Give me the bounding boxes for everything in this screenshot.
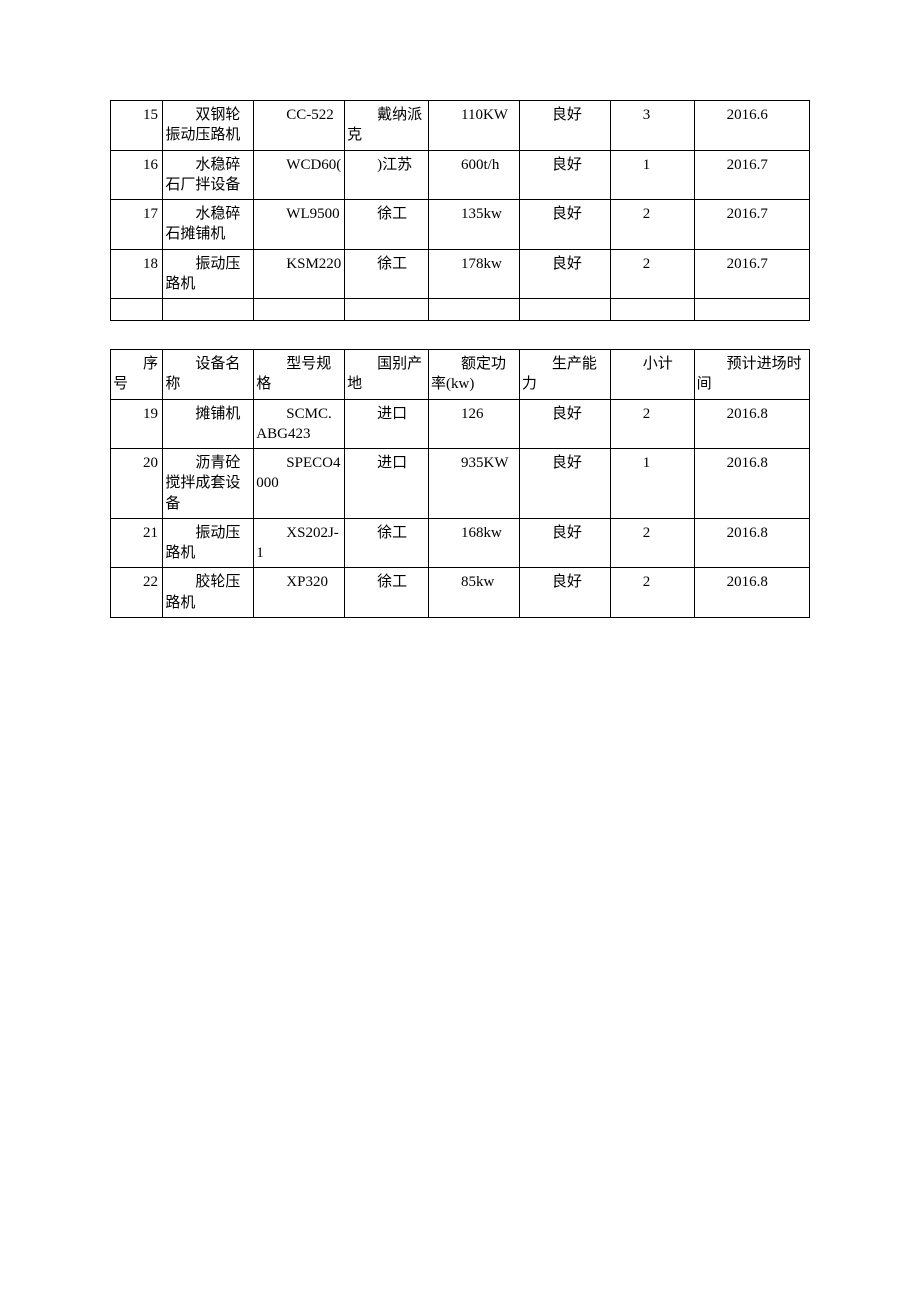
cell-count: 2 <box>610 249 694 299</box>
cell-seq: 16 <box>111 150 163 200</box>
equipment-table-2: 序号 设备名称 型号规格 国别产地 额定功率(kw) 生产能力 小计 预计进场时… <box>110 349 810 618</box>
cell-name: 摊铺机 <box>163 399 254 449</box>
hdr-count: 小计 <box>610 350 694 400</box>
cell-count: 2 <box>610 518 694 568</box>
cell-model: WCD60( <box>254 150 345 200</box>
cell-seq: 19 <box>111 399 163 449</box>
cell-power: 126 <box>429 399 520 449</box>
hdr-cap: 生产能力 <box>519 350 610 400</box>
cell-cap: 良好 <box>519 518 610 568</box>
cell-name: 水稳碎石厂拌设备 <box>163 150 254 200</box>
cell-date: 2016.8 <box>694 518 809 568</box>
cell-cap: 良好 <box>519 200 610 250</box>
cell-origin: 进口 <box>345 449 429 519</box>
cell-power: 600t/h <box>429 150 520 200</box>
cell-name: 胶轮压路机 <box>163 568 254 618</box>
table-row: 15 双钢轮振动压路机 CC-522 戴纳派克 110KW 良好 3 2016.… <box>111 101 810 151</box>
table1-body: 15 双钢轮振动压路机 CC-522 戴纳派克 110KW 良好 3 2016.… <box>111 101 810 321</box>
cell-seq: 21 <box>111 518 163 568</box>
cell-power: 135kw <box>429 200 520 250</box>
cell-count: 1 <box>610 150 694 200</box>
cell-date: 2016.7 <box>694 249 809 299</box>
table-row: 20 沥青砼搅拌成套设备 SPECO4000 进口 935KW 良好 1 201… <box>111 449 810 519</box>
cell-origin: 徐工 <box>345 568 429 618</box>
cell-name: 沥青砼搅拌成套设备 <box>163 449 254 519</box>
table2-body: 序号 设备名称 型号规格 国别产地 额定功率(kw) 生产能力 小计 预计进场时… <box>111 350 810 618</box>
cell-count: 2 <box>610 200 694 250</box>
cell-origin: )江苏 <box>345 150 429 200</box>
hdr-seq: 序号 <box>111 350 163 400</box>
cell-power: 168kw <box>429 518 520 568</box>
cell-name: 振动压路机 <box>163 249 254 299</box>
cell-count: 3 <box>610 101 694 151</box>
cell-seq: 18 <box>111 249 163 299</box>
equipment-table-1: 15 双钢轮振动压路机 CC-522 戴纳派克 110KW 良好 3 2016.… <box>110 100 810 321</box>
cell-date: 2016.7 <box>694 150 809 200</box>
cell-model: SCMC.ABG423 <box>254 399 345 449</box>
cell-model: KSM220 <box>254 249 345 299</box>
cell-origin: 戴纳派克 <box>345 101 429 151</box>
cell-seq: 17 <box>111 200 163 250</box>
cell-origin: 徐工 <box>345 518 429 568</box>
table-row: 19 摊铺机 SCMC.ABG423 进口 126 良好 2 2016.8 <box>111 399 810 449</box>
cell-power: 110KW <box>429 101 520 151</box>
cell-name: 水稳碎石摊铺机 <box>163 200 254 250</box>
cell-name: 双钢轮振动压路机 <box>163 101 254 151</box>
table-header-row: 序号 设备名称 型号规格 国别产地 额定功率(kw) 生产能力 小计 预计进场时… <box>111 350 810 400</box>
cell-origin: 徐工 <box>345 249 429 299</box>
cell-cap: 良好 <box>519 449 610 519</box>
cell-cap: 良好 <box>519 101 610 151</box>
cell-origin: 进口 <box>345 399 429 449</box>
hdr-power: 额定功率(kw) <box>429 350 520 400</box>
cell-model: WL9500 <box>254 200 345 250</box>
table-row: 21 振动压路机 XS202J-1 徐工 168kw 良好 2 2016.8 <box>111 518 810 568</box>
cell-seq: 22 <box>111 568 163 618</box>
cell-count: 2 <box>610 399 694 449</box>
cell-cap: 良好 <box>519 568 610 618</box>
cell-power: 85kw <box>429 568 520 618</box>
cell-count: 1 <box>610 449 694 519</box>
cell-date: 2016.7 <box>694 200 809 250</box>
cell-date: 2016.6 <box>694 101 809 151</box>
hdr-name: 设备名称 <box>163 350 254 400</box>
cell-date: 2016.8 <box>694 449 809 519</box>
table-row-empty <box>111 299 810 321</box>
cell-origin: 徐工 <box>345 200 429 250</box>
cell-power: 178kw <box>429 249 520 299</box>
hdr-model: 型号规格 <box>254 350 345 400</box>
table-row: 18 振动压路机 KSM220 徐工 178kw 良好 2 2016.7 <box>111 249 810 299</box>
cell-power: 935KW <box>429 449 520 519</box>
cell-model: SPECO4000 <box>254 449 345 519</box>
hdr-origin: 国别产地 <box>345 350 429 400</box>
cell-model: XS202J-1 <box>254 518 345 568</box>
table-row: 16 水稳碎石厂拌设备 WCD60( )江苏 600t/h 良好 1 2016.… <box>111 150 810 200</box>
table-row: 22 胶轮压路机 XP320 徐工 85kw 良好 2 2016.8 <box>111 568 810 618</box>
cell-seq: 15 <box>111 101 163 151</box>
cell-model: CC-522 <box>254 101 345 151</box>
cell-cap: 良好 <box>519 249 610 299</box>
cell-date: 2016.8 <box>694 568 809 618</box>
cell-name: 振动压路机 <box>163 518 254 568</box>
cell-seq: 20 <box>111 449 163 519</box>
cell-count: 2 <box>610 568 694 618</box>
hdr-date: 预计进场时间 <box>694 350 809 400</box>
cell-model: XP320 <box>254 568 345 618</box>
cell-cap: 良好 <box>519 399 610 449</box>
cell-cap: 良好 <box>519 150 610 200</box>
cell-date: 2016.8 <box>694 399 809 449</box>
table-row: 17 水稳碎石摊铺机 WL9500 徐工 135kw 良好 2 2016.7 <box>111 200 810 250</box>
